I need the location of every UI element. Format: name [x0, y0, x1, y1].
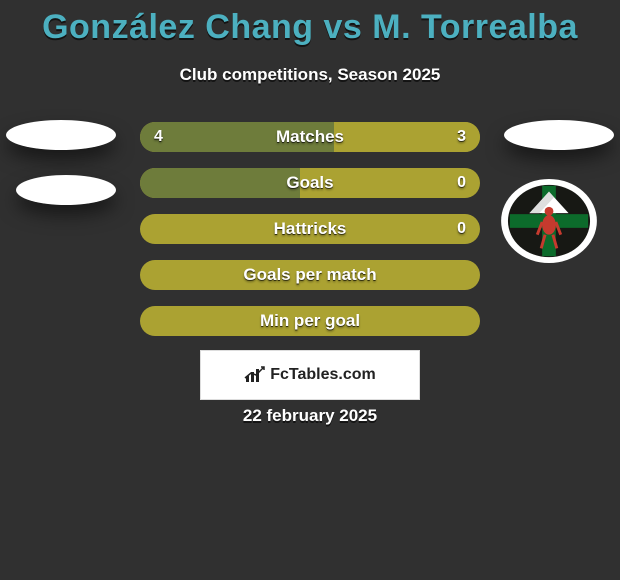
stat-value-right: 3 — [457, 122, 466, 152]
player-left-photo-2 — [16, 175, 116, 205]
stat-bar-track — [140, 214, 480, 244]
stat-bar-left — [140, 122, 334, 152]
footer-attribution[interactable]: FcTables.com — [200, 350, 420, 400]
stat-bar-left — [140, 168, 300, 198]
stat-row: Matches43 — [140, 122, 480, 152]
snapshot-date: 22 february 2025 — [0, 406, 620, 426]
subtitle: Club competitions, Season 2025 — [0, 65, 620, 85]
stat-row: Goals per match — [140, 260, 480, 290]
stat-bar-track — [140, 306, 480, 336]
footer-brand-text: FcTables.com — [270, 366, 376, 384]
chart-icon — [244, 366, 266, 384]
player-left-photo-1 — [6, 120, 116, 150]
player-right-photo-1 — [504, 120, 614, 150]
comparison-card: González Chang vs M. Torrealba Club comp… — [0, 0, 620, 85]
stat-bar-track — [140, 260, 480, 290]
stat-value-left: 4 — [154, 122, 163, 152]
stat-value-right: 0 — [457, 214, 466, 244]
page-title: González Chang vs M. Torrealba — [0, 0, 620, 47]
club-badge-right — [500, 178, 598, 264]
stats-block: Matches43Goals0Hattricks0Goals per match… — [140, 122, 480, 352]
stat-row: Goals0 — [140, 168, 480, 198]
stat-row: Hattricks0 — [140, 214, 480, 244]
stat-row: Min per goal — [140, 306, 480, 336]
stat-value-right: 0 — [457, 168, 466, 198]
